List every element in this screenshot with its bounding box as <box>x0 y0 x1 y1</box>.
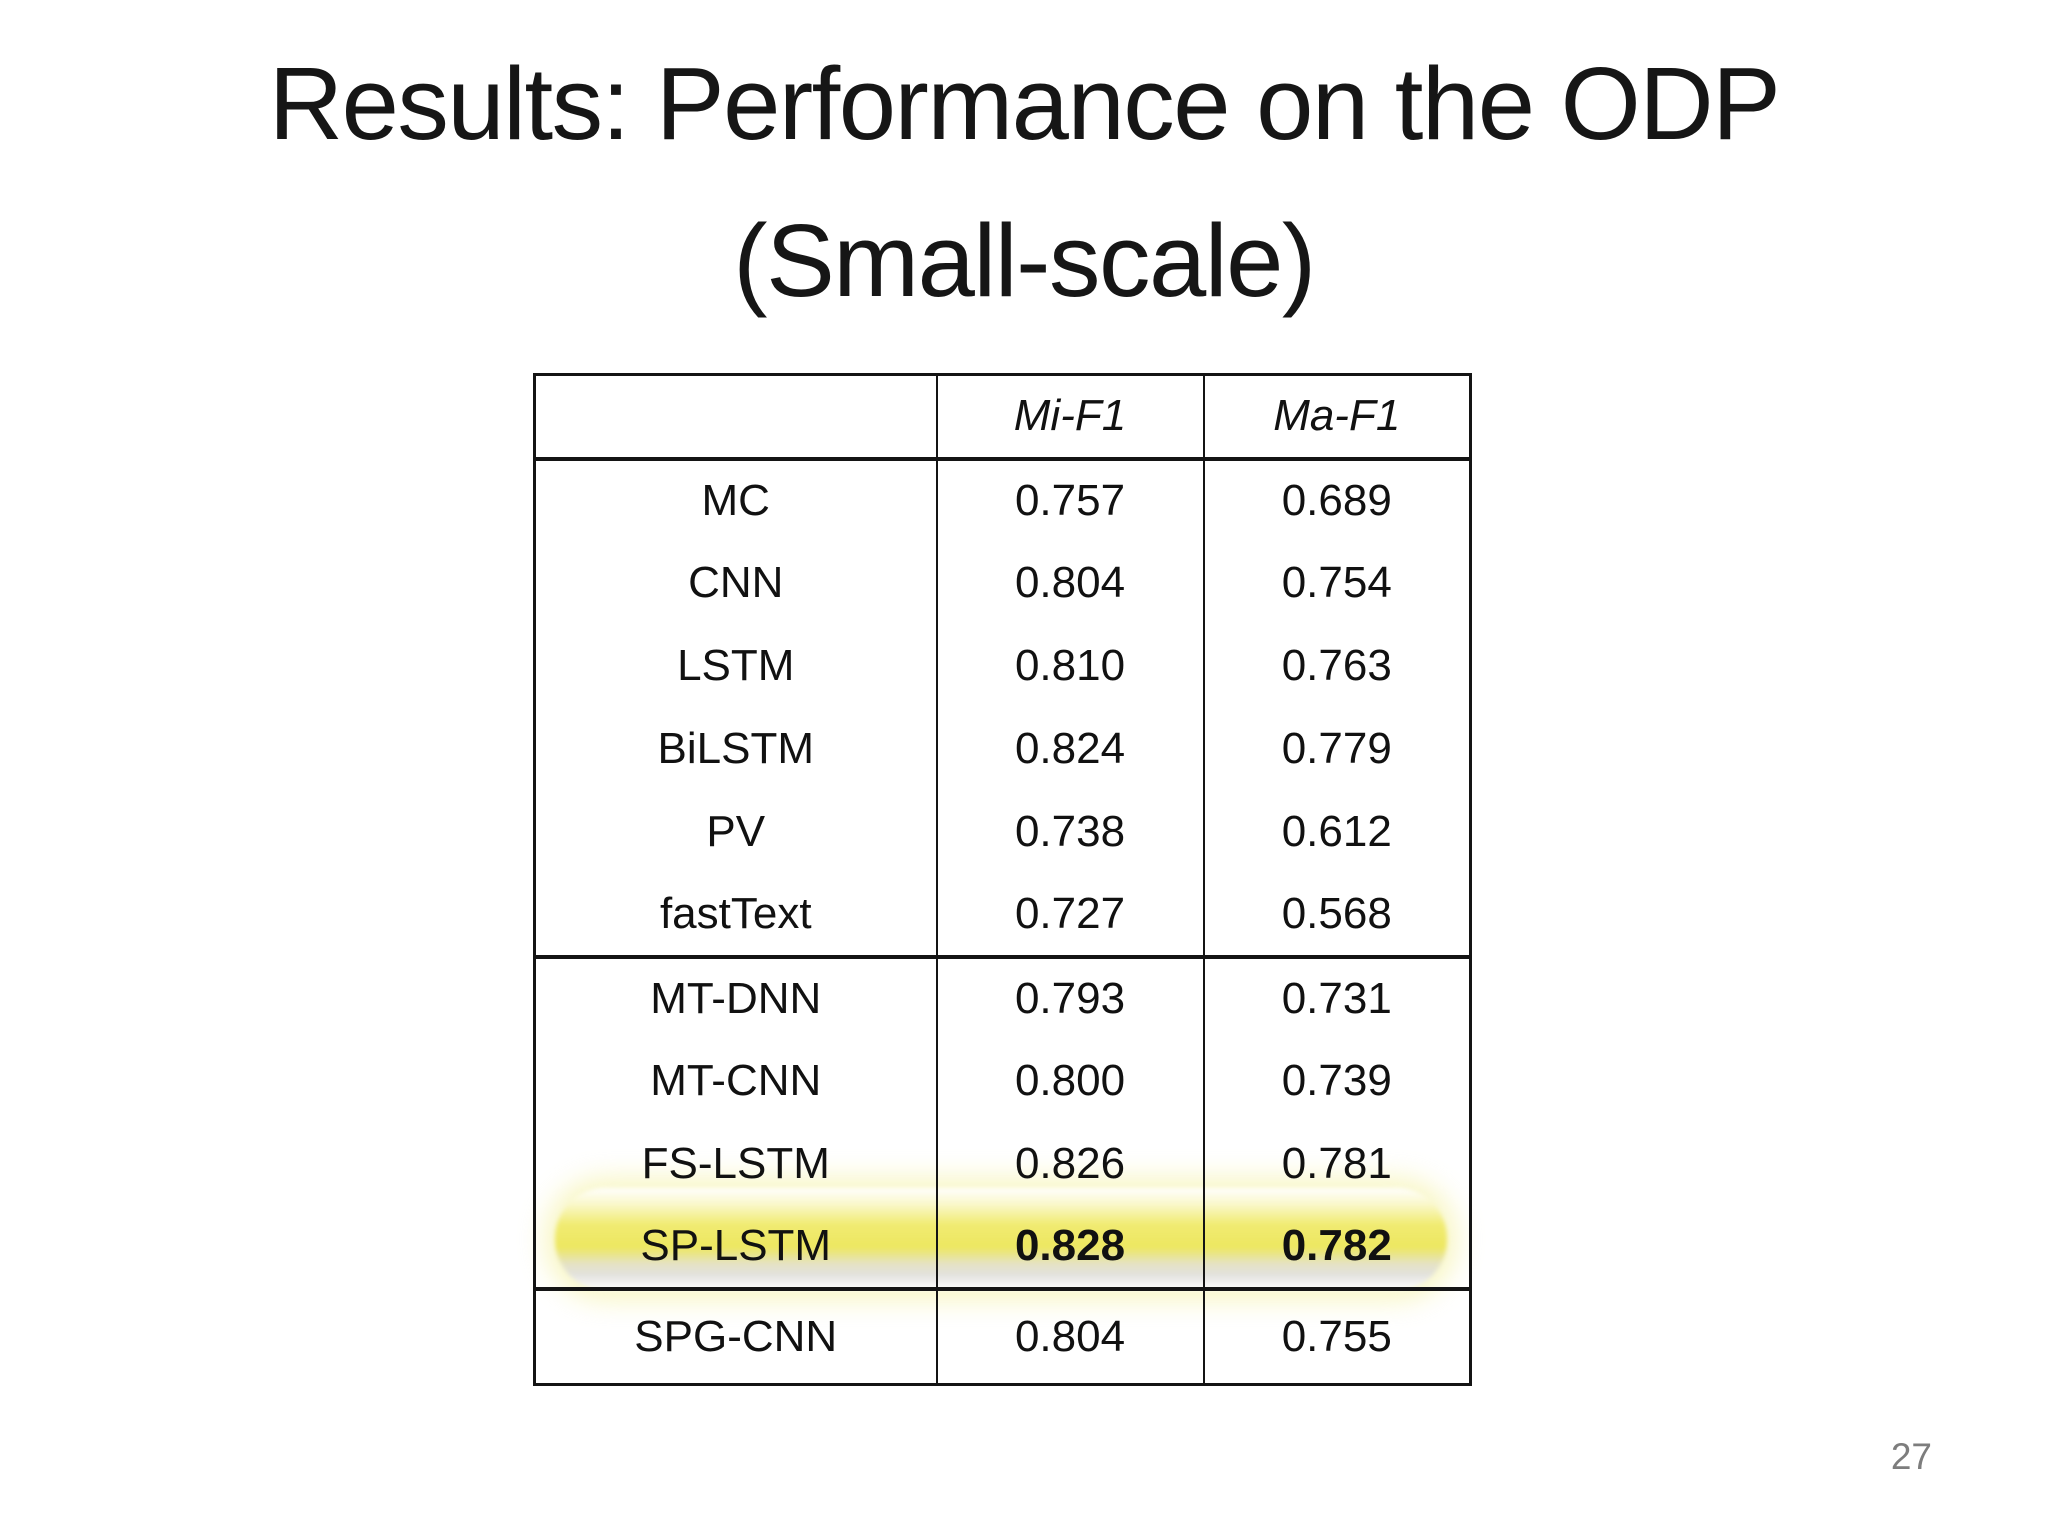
model-name-cell: SP-LSTM <box>640 1221 832 1270</box>
model-name-cell: BiLSTM <box>657 724 814 773</box>
page-number: 27 <box>1890 1436 1932 1477</box>
metric-value-cell: 0.763 <box>1202 624 1471 708</box>
metric-value-cell: 0.689 <box>1202 458 1471 542</box>
metric-value-cell: 0.755 <box>1202 1286 1471 1385</box>
table-row: LSTM 0.810 0.763 <box>535 624 1471 708</box>
model-name-cell: MT-DNN <box>534 954 937 1040</box>
metric-value-cell: 0.810 <box>935 624 1204 708</box>
metric-value-cell: 0.828 <box>935 1205 1204 1289</box>
model-name-cell: CNN <box>688 558 784 607</box>
results-table-body: MC 0.757 0.689 CNN 0.804 0.754 LSTM 0.810 0.763 B… <box>534 458 1471 1385</box>
metric-value-cell: 0.731 <box>1202 954 1471 1040</box>
column-header-mi-f1: Mi-F1 <box>935 374 1204 461</box>
results-table-container: Mi-F1 Ma-F1 MC 0.757 0.689 CNN 0.804 0.754 LST… <box>533 373 1473 1386</box>
table-row: FS-LSTM 0.826 0.781 <box>535 1122 1471 1206</box>
model-name-cell: LSTM <box>677 641 795 690</box>
metric-value-cell: 0.782 <box>1202 1205 1471 1289</box>
metric-value-cell: 0.738 <box>935 790 1204 874</box>
metric-value-cell: 0.800 <box>935 1039 1204 1123</box>
metric-value-cell: 0.754 <box>1202 541 1471 625</box>
metric-value-cell: 0.804 <box>935 1286 1204 1385</box>
column-header-ma-f1: Ma-F1 <box>1202 374 1471 461</box>
metric-value-cell: 0.739 <box>1202 1039 1471 1123</box>
results-table-header: Mi-F1 Ma-F1 <box>534 374 1471 461</box>
table-row: SPG-CNN 0.804 0.755 <box>534 1286 1471 1385</box>
metric-value-cell: 0.727 <box>935 873 1204 957</box>
metric-value-cell: 0.804 <box>935 541 1204 625</box>
metric-value-cell: 0.826 <box>935 1122 1204 1206</box>
slide-title-line2: (Small-scale) <box>733 202 1316 318</box>
table-row: SP-LSTM 0.828 0.782 <box>535 1205 1471 1289</box>
metric-value-cell: 0.757 <box>935 458 1204 542</box>
table-row: fastText 0.727 0.568 <box>535 873 1471 957</box>
table-row: BiLSTM 0.824 0.779 <box>535 707 1471 791</box>
corner-header-cell <box>534 374 937 461</box>
metric-value-cell: 0.779 <box>1202 707 1471 791</box>
model-name-cell: MT-CNN <box>650 1056 822 1105</box>
model-name-cell: SPG-CNN <box>534 1286 937 1385</box>
slide-title: Results: Performance on the ODP (Small-s… <box>0 26 2048 339</box>
results-table: Mi-F1 Ma-F1 MC 0.757 0.689 CNN 0.804 0.754 LST… <box>533 373 1472 1386</box>
slide-title-line1: Results: Performance on the ODP <box>268 46 1781 161</box>
metric-value-cell: 0.781 <box>1202 1122 1471 1206</box>
table-row: CNN 0.804 0.754 <box>535 541 1471 625</box>
table-row: MC 0.757 0.689 <box>535 458 1471 542</box>
metric-value-cell: 0.568 <box>1202 873 1471 957</box>
model-name-cell: MC <box>701 476 770 525</box>
model-name-cell: PV <box>706 807 766 856</box>
metric-value-cell: 0.824 <box>935 707 1204 791</box>
table-row: MT-DNN 0.793 0.731 <box>534 954 1471 1040</box>
model-name-cell: fastText <box>659 889 812 938</box>
table-row: MT-CNN 0.800 0.739 <box>535 1039 1471 1123</box>
model-name-cell: FS-LSTM <box>641 1139 830 1188</box>
table-row: PV 0.738 0.612 <box>535 790 1471 874</box>
metric-value-cell: 0.793 <box>935 954 1204 1040</box>
metric-value-cell: 0.612 <box>1202 790 1471 874</box>
header-row: Mi-F1 Ma-F1 <box>534 374 1471 461</box>
